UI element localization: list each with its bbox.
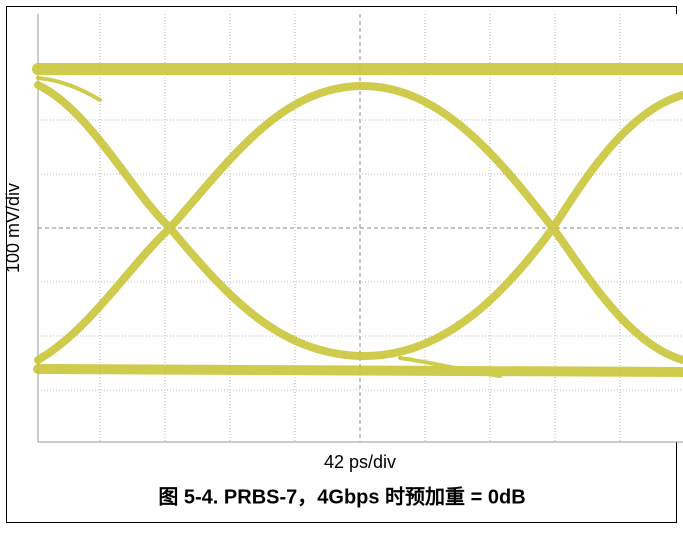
caption: 图 5-4. PRBS-7，4Gbps 时预加重 = 0dB xyxy=(158,485,525,508)
figure: 100 mV/div 42 ps/div 图 5-4. PRBS-7，4Gbps… xyxy=(0,0,683,529)
scope-screen xyxy=(38,14,683,442)
y-axis-label: 100 mV/div xyxy=(3,183,23,273)
x-axis-label: 42 ps/div xyxy=(324,452,396,472)
